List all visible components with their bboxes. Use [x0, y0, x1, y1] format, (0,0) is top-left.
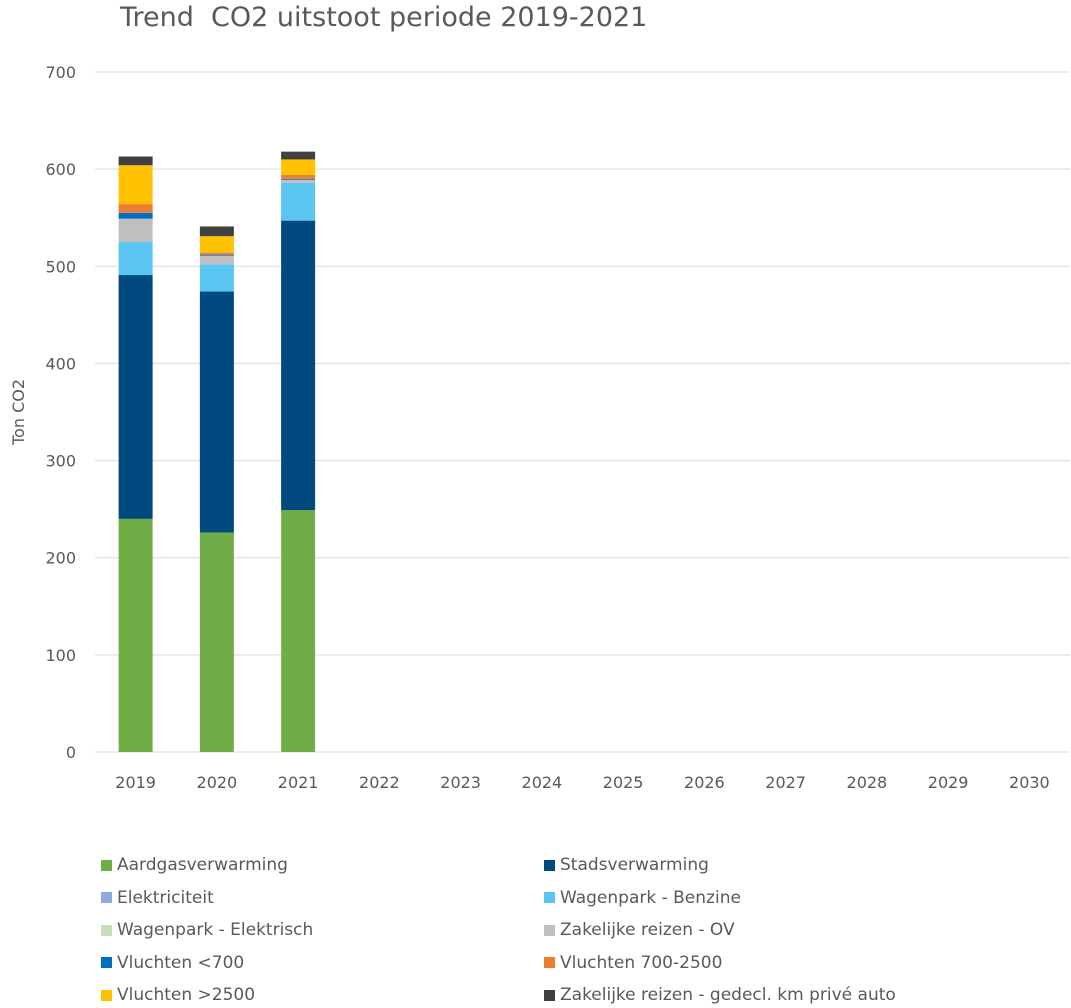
bar-segment [281, 174, 316, 179]
bar-segment [118, 204, 153, 213]
y-tick-label: 700 [45, 63, 76, 82]
bar-segment [281, 151, 316, 160]
bar-segment [199, 291, 234, 533]
x-tick-label: 2027 [765, 773, 806, 792]
y-tick-label: 600 [45, 160, 76, 179]
bar-segment [118, 275, 153, 519]
bar-segment [118, 218, 153, 242]
bar-segment [281, 510, 316, 752]
y-axis: 0 100 200 300 400 500 600 700 [45, 63, 76, 762]
y-tick-label: 300 [45, 452, 76, 471]
bar-segment [199, 532, 234, 752]
bar-segment [199, 254, 234, 256]
x-tick-label: 2021 [278, 773, 319, 792]
chart-title: Trend CO2 uitstoot periode 2019-2021 [120, 2, 648, 33]
x-tick-label: 2025 [603, 773, 644, 792]
gridlines [95, 71, 1070, 753]
x-tick-label: 2020 [197, 773, 238, 792]
x-axis: 2019 2020 2021 2022 2023 2024 2025 2026 2027 2028… [115, 773, 1049, 792]
bar-segment [281, 182, 316, 221]
x-tick-label: 2028 [847, 773, 888, 792]
bar-segment [199, 264, 234, 292]
x-tick-label: 2023 [440, 773, 481, 792]
x-tick-label: 2030 [1009, 773, 1050, 792]
bar-segment [118, 165, 153, 205]
x-tick-label: 2022 [359, 773, 400, 792]
bar-segment [199, 226, 234, 237]
bar-segment [118, 212, 153, 219]
x-tick-label: 2026 [684, 773, 725, 792]
bar-segment [281, 179, 316, 183]
bar-segment [118, 518, 153, 752]
y-tick-label: 100 [45, 646, 76, 665]
bar-segment [281, 220, 316, 511]
y-tick-label: 500 [45, 257, 76, 276]
bar-segment [199, 255, 234, 265]
bar-segment [118, 156, 153, 166]
x-tick-label: 2019 [115, 773, 156, 792]
y-tick-label: 0 [66, 743, 76, 762]
x-tick-label: 2024 [522, 773, 563, 792]
bar-segment [118, 242, 153, 276]
bar-segment [199, 236, 234, 253]
bar-segment [199, 252, 234, 255]
x-tick-label: 2029 [928, 773, 969, 792]
y-tick-label: 200 [45, 549, 76, 568]
bar-segment [281, 178, 316, 180]
y-axis-label: Ton CO2 [9, 379, 28, 446]
bars [118, 151, 316, 752]
bar-segment [281, 159, 316, 175]
y-tick-label: 400 [45, 354, 76, 373]
